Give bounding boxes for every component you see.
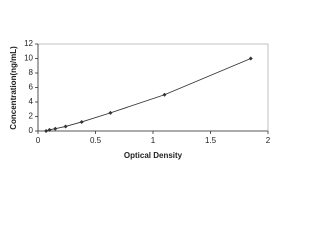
point-marker [63,124,68,129]
y-tick-label: 8 [29,68,34,77]
x-tick-label: 0.5 [90,136,102,145]
chart: Optical Density Concentration(ng/mL) 0 2 4… [9,39,271,160]
x-tick-label: 0 [36,136,41,145]
point-marker [108,110,113,115]
y-tick-label: 10 [24,54,33,63]
y-tick-label: 2 [29,112,34,121]
y-tick-label: 6 [29,83,34,92]
x-tick-label: 1 [151,136,156,145]
y-tick-label: 4 [29,97,34,106]
point-marker [79,119,84,124]
y-axis-title: Concentration(ng/mL) [9,46,18,130]
point-marker [44,129,49,133]
point-marker [162,92,167,97]
point-marker [47,127,52,132]
x-axis-title: Optical Density [124,151,183,160]
point-marker [53,126,58,131]
x-tick-label: 1.5 [205,136,217,145]
plot-frame [37,43,269,132]
y-tick-label: 12 [24,39,33,48]
point-marker [248,56,253,61]
curve [45,58,251,132]
x-tick-label: 2 [266,136,271,145]
y-tick-label: 0 [29,126,34,135]
